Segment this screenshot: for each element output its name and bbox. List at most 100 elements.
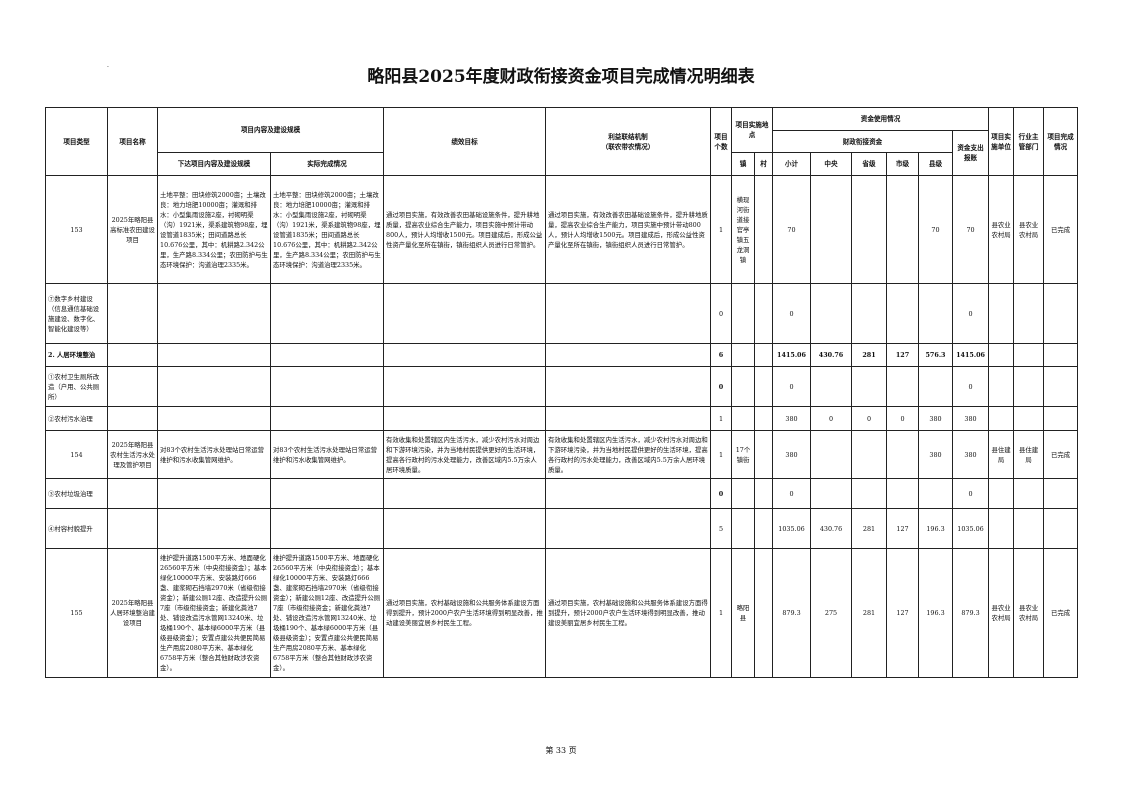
cell-type: ①农村卫生厕所改造（户用、公共厕所） bbox=[45, 366, 108, 407]
cell-subtotal: 0 bbox=[772, 283, 811, 344]
cell-status bbox=[1043, 478, 1079, 509]
cell-type: ⑦数字乡村建设（信息通信基础设施建设、数字化、智能化建设等） bbox=[45, 283, 108, 344]
funds-table: 项目类型 项目名称 项目内容及建设规模 绩效目标 利益联结机制 （联农带农情况）… bbox=[45, 107, 1079, 678]
cell-village bbox=[754, 283, 773, 344]
cell-count: 1 bbox=[710, 175, 732, 284]
table-row: 153 2025年略阳县高标准农田建设项目 土地平整：田块修筑2000亩；土壤改良：… bbox=[45, 175, 1079, 284]
cell-province: 0 bbox=[851, 406, 887, 431]
cell-central bbox=[810, 478, 852, 509]
cell-city: 127 bbox=[886, 343, 919, 367]
cell-central bbox=[810, 430, 852, 479]
cell-province bbox=[851, 366, 887, 407]
cell-paid: 380 bbox=[951, 406, 990, 431]
cell-goal bbox=[383, 343, 546, 367]
cell-subtotal: 0 bbox=[772, 366, 811, 407]
cell-dept: 县住建局 bbox=[1013, 430, 1045, 479]
page-title: 略阳县2025年度财政衔接资金项目完成情况明细表 bbox=[367, 67, 755, 87]
cell-unit: 县住建局 bbox=[988, 430, 1015, 479]
cell-type: 153 bbox=[45, 175, 108, 284]
cell-province: 281 bbox=[851, 343, 887, 367]
header-dept: 行业主管部门 bbox=[1013, 107, 1045, 176]
cell-unit bbox=[988, 343, 1015, 367]
cell-actual: 土地平整：田块修筑2000亩；土壤改良：地力培肥10000亩；灌溉和排水：小型集… bbox=[270, 175, 384, 284]
table-row: ⑦数字乡村建设（信息通信基础设施建设、数字化、智能化建设等） 0 0 0 bbox=[45, 283, 1079, 344]
cell-unit bbox=[988, 478, 1015, 509]
cell-province: 281 bbox=[851, 548, 887, 678]
cell-dept bbox=[1013, 366, 1045, 407]
cell-plan bbox=[157, 508, 271, 549]
cell-plan bbox=[157, 366, 271, 407]
header-county: 县级 bbox=[918, 152, 953, 176]
table-row: 155 2025年略阳县人居环境整治建设项目 维护提升道路1500平方米、地面硬化2… bbox=[45, 548, 1079, 678]
cell-plan bbox=[157, 478, 271, 509]
cell-goal: 有效收集和处置辖区内生活污水，减少农村污水对周边和下游环境污染，并为当地村民提供… bbox=[383, 430, 546, 479]
header-status: 项目完成情况 bbox=[1043, 107, 1079, 176]
cell-link: 通过项目实施，有效改善农田基础设施条件，提升耕地质量，提高农业综合生产能力，项目… bbox=[545, 175, 711, 284]
cell-central: 430.76 bbox=[810, 343, 852, 367]
cell-village bbox=[754, 478, 773, 509]
cell-city: 0 bbox=[886, 406, 919, 431]
cell-status: 已完成 bbox=[1043, 430, 1079, 479]
cell-county: 196.3 bbox=[918, 548, 953, 678]
cell-unit: 县农业农村局 bbox=[988, 548, 1015, 678]
cell-province bbox=[851, 478, 887, 509]
table-row: 154 2025年略阳县农村生活污水处理及管护项目 对83个农村生活污水处理站日常运… bbox=[45, 430, 1079, 479]
cell-county: 576.3 bbox=[918, 343, 953, 367]
cell-type: 154 bbox=[45, 430, 108, 479]
cell-county: 70 bbox=[918, 175, 953, 284]
cell-actual: 对83个农村生活污水处理站日常运营维护和污水收集管网维护。 bbox=[270, 430, 384, 479]
cell-dept: 县农业农村局 bbox=[1013, 175, 1045, 284]
cell-central: 0 bbox=[810, 406, 852, 431]
cell-province bbox=[851, 283, 887, 344]
header-fiscal: 财政衔接资金 bbox=[772, 130, 953, 153]
cell-link bbox=[545, 478, 711, 509]
cell-village bbox=[754, 175, 773, 284]
cell-name bbox=[107, 283, 158, 344]
cell-count: 1 bbox=[710, 430, 732, 479]
cell-dept bbox=[1013, 343, 1045, 367]
cell-unit bbox=[988, 366, 1015, 407]
table-row: ③农村垃圾治理 0 0 0 bbox=[45, 478, 1079, 509]
cell-county bbox=[918, 478, 953, 509]
cell-city bbox=[886, 175, 919, 284]
cell-county: 380 bbox=[918, 406, 953, 431]
cell-name: 2025年略阳县农村生活污水处理及管护项目 bbox=[107, 430, 158, 479]
cell-goal: 通过项目实施，农村基础设施和公共服务体系建设方面得到提升，预计2000户农户生活… bbox=[383, 548, 546, 678]
header-funds: 资金使用情况 bbox=[771, 107, 990, 131]
header-content-actual: 实际完成情况 bbox=[270, 152, 384, 176]
cell-town: 17个镇街 bbox=[731, 430, 755, 479]
cell-paid: 1415.06 bbox=[951, 343, 990, 367]
cell-actual bbox=[270, 508, 384, 549]
cell-plan: 对83个农村生活污水处理站日常运营维护和污水收集管网维护。 bbox=[157, 430, 271, 479]
cell-unit bbox=[988, 406, 1015, 431]
cell-name bbox=[107, 366, 158, 407]
header-unit: 项目实施单位 bbox=[988, 107, 1015, 176]
cell-actual bbox=[270, 366, 384, 407]
header-location: 项目实施地点 bbox=[731, 107, 773, 153]
cell-town bbox=[731, 406, 755, 431]
cell-link: 有效收集和处置辖区内生活污水，减少农村污水对周边和下游环境污染，并为当地村民提供… bbox=[545, 430, 711, 479]
cell-town bbox=[731, 343, 755, 367]
cell-paid: 0 bbox=[951, 478, 990, 509]
page-number: 第 33 页 bbox=[545, 746, 577, 755]
cell-plan bbox=[157, 283, 271, 344]
table-row: ②农村污水治理 1 380 0 0 0 380 380 bbox=[45, 406, 1079, 431]
cell-dept: 县农业农村局 bbox=[1013, 548, 1045, 678]
cell-actual bbox=[270, 478, 384, 509]
header-goal: 绩效目标 bbox=[383, 107, 546, 176]
cell-plan bbox=[157, 343, 271, 367]
cell-dept bbox=[1013, 508, 1045, 549]
header-name: 项目名称 bbox=[107, 107, 158, 176]
cell-town bbox=[731, 508, 755, 549]
cell-paid: 1035.06 bbox=[951, 508, 990, 549]
cell-goal bbox=[383, 406, 546, 431]
cell-subtotal: 1415.06 bbox=[772, 343, 811, 367]
cell-type: 155 bbox=[45, 548, 108, 678]
cell-status: 已完成 bbox=[1043, 175, 1079, 284]
cell-province bbox=[851, 175, 887, 284]
cell-link bbox=[545, 366, 711, 407]
cell-subtotal: 380 bbox=[772, 430, 811, 479]
cell-village bbox=[754, 343, 773, 367]
header-city: 市级 bbox=[886, 152, 919, 176]
cell-paid: 380 bbox=[951, 430, 990, 479]
